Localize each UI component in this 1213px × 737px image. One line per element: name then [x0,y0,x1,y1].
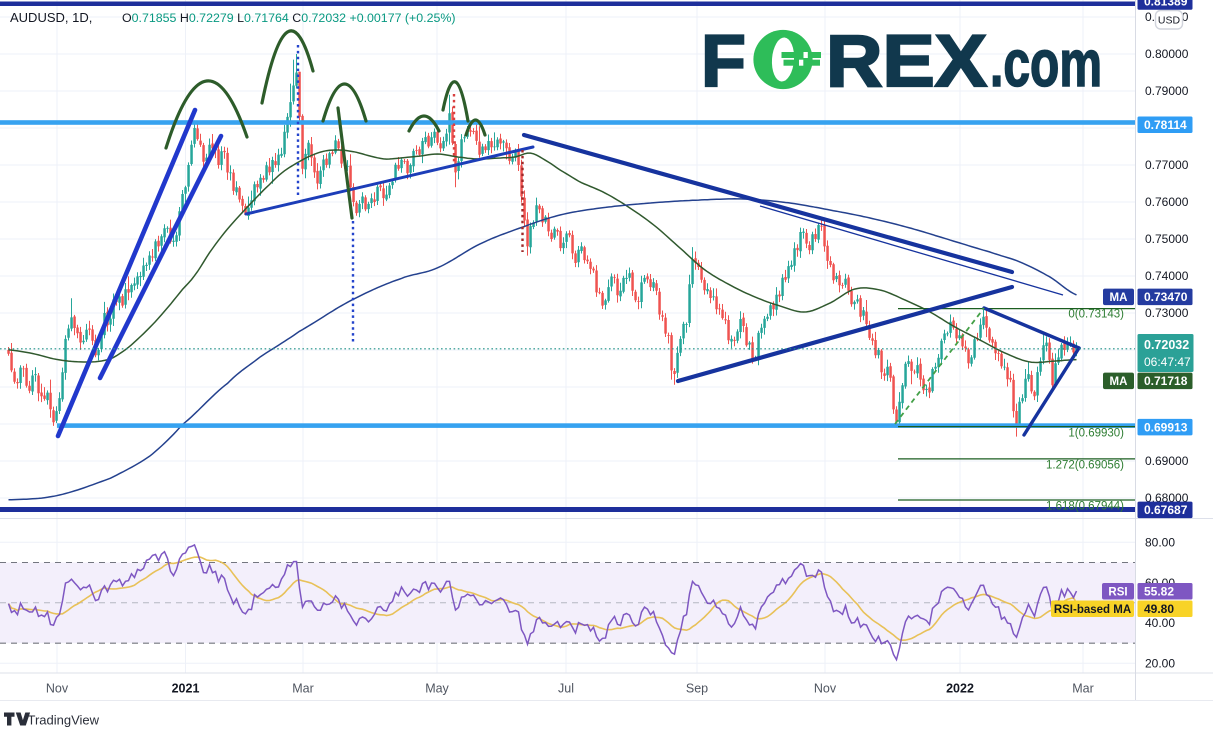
svg-text:AUDUSD, 1D,: AUDUSD, 1D, [10,10,92,25]
svg-text:F: F [701,19,746,102]
svg-text:May: May [425,682,449,696]
svg-text:1(0.69930): 1(0.69930) [1068,428,1124,440]
svg-text:Jul: Jul [558,682,574,696]
svg-text:USD: USD [1158,15,1181,27]
svg-text:1.272(0.69056): 1.272(0.69056) [1046,460,1124,472]
svg-text:Mar: Mar [292,682,314,696]
svg-text:0.77000: 0.77000 [1145,158,1189,172]
svg-text:20.00: 20.00 [1145,657,1175,671]
svg-text:0.73470: 0.73470 [1144,290,1188,304]
svg-text:40.00: 40.00 [1145,616,1175,630]
svg-text:0.69913: 0.69913 [1144,420,1188,434]
svg-text:Nov: Nov [814,682,837,696]
svg-text:0.72032: 0.72032 [1144,338,1189,352]
svg-text:49.80: 49.80 [1144,602,1174,616]
svg-text:O0.71855 H0.72279 L0.71764 C0.: O0.71855 H0.72279 L0.71764 C0.72032 +0.0… [122,11,456,25]
svg-text:1.618(0.67944): 1.618(0.67944) [1046,501,1124,513]
svg-text:Nov: Nov [46,682,69,696]
svg-text:RSI: RSI [1108,587,1127,599]
svg-text:REX: REX [826,19,987,102]
svg-text:0.78114: 0.78114 [1144,118,1187,132]
svg-text:0.69000: 0.69000 [1145,454,1189,468]
svg-text:MA: MA [1110,292,1128,304]
svg-text:0.75000: 0.75000 [1145,232,1189,246]
svg-text:RSI-based MA: RSI-based MA [1054,604,1131,616]
svg-text:MA: MA [1110,376,1128,388]
svg-text:0.80000: 0.80000 [1145,47,1189,61]
svg-text:Sep: Sep [686,682,708,696]
svg-text:2022: 2022 [946,682,974,696]
svg-text:0.81389: 0.81389 [1144,0,1188,9]
svg-text:.com: .com [990,26,1102,100]
svg-text:0.76000: 0.76000 [1145,195,1189,209]
svg-text:2021: 2021 [172,682,200,696]
svg-text:0(0.73143): 0(0.73143) [1068,309,1124,321]
svg-text:0.67687: 0.67687 [1144,503,1188,517]
svg-text:80.00: 80.00 [1145,536,1175,550]
svg-text:TradingView: TradingView [28,713,100,728]
svg-text:0.79000: 0.79000 [1145,84,1189,98]
svg-text:55.82: 55.82 [1144,585,1174,599]
svg-text:0.73000: 0.73000 [1145,306,1189,320]
svg-text:0.71718: 0.71718 [1144,374,1188,388]
svg-text:Mar: Mar [1072,682,1094,696]
svg-text:06:47:47: 06:47:47 [1144,355,1191,369]
svg-text:0.74000: 0.74000 [1145,269,1189,283]
